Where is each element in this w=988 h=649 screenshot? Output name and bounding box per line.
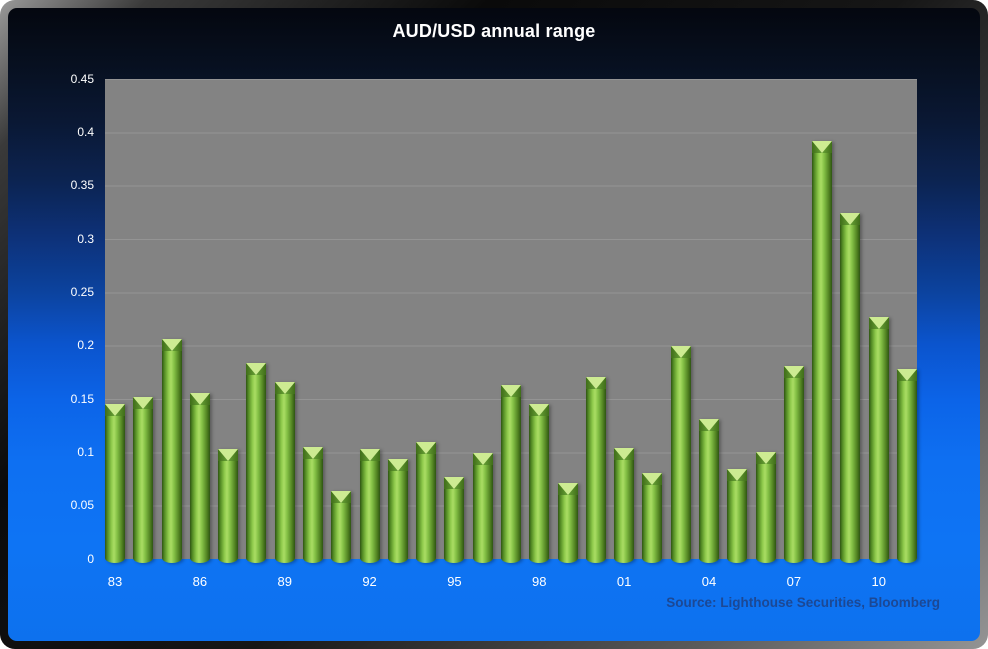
y-axis-tick-label: 0.25 bbox=[70, 284, 94, 299]
bar-2004 bbox=[699, 419, 719, 563]
x-axis-tick-label: 92 bbox=[362, 574, 377, 589]
bar-top-notch-icon bbox=[897, 369, 917, 382]
bar-1988 bbox=[246, 362, 267, 563]
bar-top-notch-icon bbox=[161, 339, 182, 352]
x-axis-tick-label: 10 bbox=[871, 574, 886, 589]
bar-top-notch-icon bbox=[585, 376, 606, 389]
bar-top-notch-icon bbox=[274, 381, 295, 394]
chart-canvas: AUD/USD annual range 0 0.05 0.1 0.15 0.2 0.25… bbox=[8, 8, 980, 641]
bar-1986 bbox=[189, 392, 210, 563]
bar-1995 bbox=[444, 476, 465, 563]
bar-1983 bbox=[105, 404, 125, 563]
bar-top-notch-icon bbox=[699, 419, 719, 432]
bar-top-notch-icon bbox=[416, 441, 437, 454]
bar-top-notch-icon bbox=[755, 452, 776, 465]
bar-2005 bbox=[727, 469, 748, 563]
bar-2010 bbox=[868, 316, 889, 563]
bar-top-notch-icon bbox=[444, 476, 465, 489]
y-axis-tick-label: 0.35 bbox=[70, 178, 94, 193]
bar-1994 bbox=[416, 441, 437, 563]
bar-top-notch-icon bbox=[246, 362, 267, 375]
bar-top-notch-icon bbox=[642, 472, 663, 485]
bar-2002 bbox=[642, 472, 663, 563]
bar-top-notch-icon bbox=[840, 213, 861, 226]
bar-top-notch-icon bbox=[387, 458, 408, 471]
bar-1990 bbox=[303, 447, 323, 563]
bar-top-notch-icon bbox=[359, 449, 380, 462]
bar-top-notch-icon bbox=[529, 404, 550, 417]
y-axis-tick-label: 0.1 bbox=[77, 444, 94, 459]
bar-1996 bbox=[472, 453, 493, 563]
x-axis-tick-label: 98 bbox=[532, 574, 547, 589]
x-axis-tick-label: 04 bbox=[701, 574, 717, 589]
bar-1998 bbox=[529, 404, 550, 563]
source-note: Source: Lighthouse Securities, Bloomberg bbox=[666, 595, 940, 610]
bar-1993 bbox=[387, 458, 408, 563]
bar-1984 bbox=[133, 396, 154, 563]
y-axis-tick-label: 0.2 bbox=[77, 338, 94, 353]
x-axis-tick-label: 86 bbox=[192, 574, 208, 589]
bar-2006 bbox=[755, 452, 776, 563]
y-axis-tick-label: 0.3 bbox=[77, 231, 94, 246]
bar-top-notch-icon bbox=[501, 385, 521, 398]
bar-top-notch-icon bbox=[727, 469, 748, 482]
x-axis-tick-label: 95 bbox=[447, 574, 462, 589]
x-axis-tick-label: 07 bbox=[786, 574, 802, 589]
bar-top-notch-icon bbox=[472, 453, 493, 466]
bar-top-notch-icon bbox=[670, 345, 691, 358]
bar-top-notch-icon bbox=[303, 447, 323, 459]
y-axis-tick-label: 0.05 bbox=[70, 498, 94, 513]
bar-1985 bbox=[161, 339, 182, 563]
bar-top-notch-icon bbox=[133, 396, 154, 409]
bar-top-notch-icon bbox=[557, 483, 578, 496]
bar-1989 bbox=[274, 381, 295, 563]
bar-1991 bbox=[331, 490, 352, 563]
y-axis-tick-label: 0.4 bbox=[77, 124, 94, 139]
bar-2008 bbox=[812, 140, 833, 563]
bar-2001 bbox=[614, 448, 635, 563]
bar-1992 bbox=[359, 449, 380, 563]
bar-2003 bbox=[670, 345, 691, 563]
plot-area bbox=[105, 79, 917, 563]
x-axis-tick-label: 89 bbox=[277, 574, 292, 589]
bar-1997 bbox=[501, 385, 521, 563]
bar-top-notch-icon bbox=[218, 449, 239, 462]
x-axis-tick-label: 01 bbox=[616, 574, 632, 589]
y-axis-tick-label: 0 bbox=[87, 551, 94, 566]
bar-2011 bbox=[897, 369, 917, 563]
bar-top-notch-icon bbox=[331, 490, 352, 503]
y-axis-tick-label: 0.15 bbox=[70, 391, 94, 406]
bar-1987 bbox=[218, 449, 239, 563]
bar-1999 bbox=[557, 483, 578, 563]
bar-2000 bbox=[585, 376, 606, 563]
bar-top-notch-icon bbox=[783, 365, 804, 378]
bar-2009 bbox=[840, 213, 861, 563]
bar-top-notch-icon bbox=[105, 404, 125, 417]
bar-2007 bbox=[783, 365, 804, 563]
bar-top-notch-icon bbox=[614, 448, 635, 461]
y-axis-tick-label: 0.45 bbox=[70, 71, 94, 86]
bar-top-notch-icon bbox=[812, 140, 833, 153]
x-axis-tick-label: 83 bbox=[107, 574, 123, 589]
chart-title: AUD/USD annual range bbox=[392, 21, 596, 41]
bar-top-notch-icon bbox=[868, 316, 889, 329]
bar-top-notch-icon bbox=[189, 392, 210, 405]
